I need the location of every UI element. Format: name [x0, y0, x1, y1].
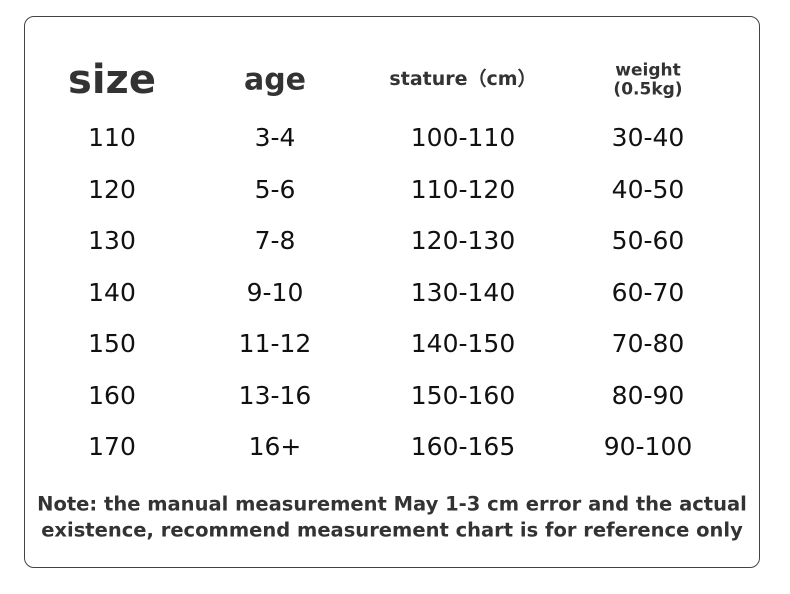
column-header: age — [243, 62, 307, 98]
table-cell: 130 — [88, 225, 136, 255]
table-cell: 120-130 — [410, 225, 516, 255]
table-cell: 120 — [88, 174, 136, 204]
column-header: size — [68, 57, 156, 103]
table-cell: 3-4 — [254, 122, 296, 152]
table-cell: 50-60 — [611, 225, 685, 255]
table-cell: 30-40 — [611, 122, 685, 152]
table-frame — [24, 16, 760, 568]
table-cell: 160 — [88, 380, 136, 410]
table-cell: 160-165 — [410, 431, 516, 461]
table-cell: 9-10 — [246, 277, 304, 307]
table-cell: 140 — [88, 277, 136, 307]
note-line: Note: the manual measurement May 1-3 cm … — [37, 492, 747, 516]
table-cell: 90-100 — [603, 431, 693, 461]
table-cell: 13-16 — [238, 380, 312, 410]
column-header: weight (0.5kg) — [613, 60, 683, 99]
table-cell: 110 — [88, 122, 136, 152]
column-header: stature（cm） — [389, 68, 537, 91]
table-cell: 11-12 — [238, 328, 312, 358]
table-cell: 7-8 — [254, 225, 296, 255]
table-cell: 170 — [88, 431, 136, 461]
table-cell: 5-6 — [254, 174, 296, 204]
table-cell: 70-80 — [611, 328, 685, 358]
table-cell: 60-70 — [611, 277, 685, 307]
note-line: existence, recommend measurement chart i… — [41, 518, 743, 542]
table-cell: 150 — [88, 328, 136, 358]
table-cell: 80-90 — [611, 380, 685, 410]
table-cell: 16+ — [248, 431, 302, 461]
table-cell: 140-150 — [410, 328, 516, 358]
table-cell: 150-160 — [410, 380, 516, 410]
table-cell: 110-120 — [410, 174, 516, 204]
table-cell: 130-140 — [410, 277, 516, 307]
table-cell: 100-110 — [410, 122, 516, 152]
table-cell: 40-50 — [611, 174, 685, 204]
